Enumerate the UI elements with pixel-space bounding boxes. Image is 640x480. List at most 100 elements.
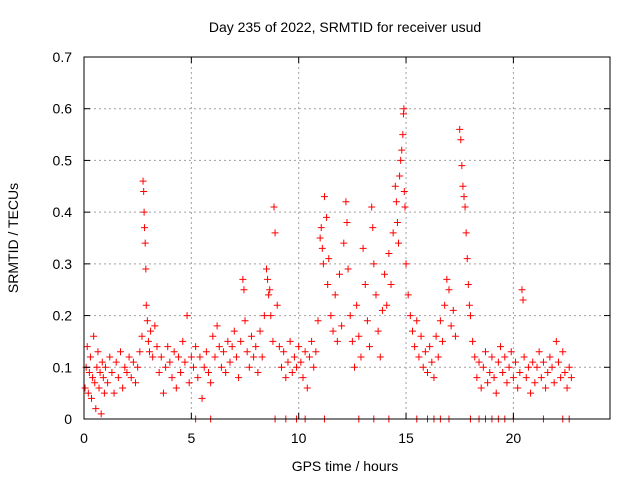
data-point xyxy=(518,286,526,294)
data-point xyxy=(331,291,339,299)
data-point xyxy=(329,327,337,335)
data-point xyxy=(196,353,204,361)
data-point xyxy=(460,193,468,201)
data-point xyxy=(157,353,165,361)
data-point xyxy=(392,198,400,206)
data-point xyxy=(286,337,294,345)
data-point xyxy=(129,358,137,366)
data-point xyxy=(408,327,416,335)
data-point xyxy=(369,224,377,232)
data-point xyxy=(340,239,348,247)
data-point xyxy=(469,337,477,345)
data-point xyxy=(177,368,185,376)
data-point xyxy=(471,353,479,361)
data-point xyxy=(327,312,335,320)
data-point xyxy=(462,229,470,237)
data-point xyxy=(245,363,253,371)
data-point xyxy=(370,260,378,268)
data-point xyxy=(269,337,277,345)
data-point xyxy=(323,213,331,221)
data-point xyxy=(366,343,374,351)
data-point xyxy=(428,358,436,366)
data-point xyxy=(512,358,520,366)
data-point xyxy=(477,384,485,392)
data-point xyxy=(507,348,515,356)
data-point xyxy=(143,317,151,325)
x-axis-label: GPS time / hours xyxy=(292,458,399,474)
data-point xyxy=(376,353,384,361)
data-point xyxy=(252,343,260,351)
data-point xyxy=(86,353,94,361)
data-point xyxy=(140,187,148,195)
data-point xyxy=(91,379,99,387)
data-point xyxy=(278,363,286,371)
data-point xyxy=(535,348,543,356)
data-point xyxy=(559,348,567,356)
data-point xyxy=(565,363,573,371)
data-point xyxy=(211,353,219,361)
data-point xyxy=(174,353,182,361)
data-point xyxy=(396,172,404,180)
data-point xyxy=(563,384,571,392)
data-point xyxy=(436,317,444,325)
data-point xyxy=(399,131,407,139)
data-point xyxy=(542,384,550,392)
data-point xyxy=(168,374,176,382)
data-point xyxy=(114,374,122,382)
data-point xyxy=(284,358,292,366)
data-point xyxy=(200,363,208,371)
y-tick-label: 0.6 xyxy=(53,101,73,117)
data-point xyxy=(439,337,447,345)
data-point xyxy=(324,281,332,289)
data-point xyxy=(192,343,200,351)
data-point xyxy=(179,337,187,345)
data-point xyxy=(317,224,325,232)
data-point xyxy=(490,374,498,382)
data-point xyxy=(299,374,307,382)
data-point xyxy=(402,260,410,268)
data-point xyxy=(557,374,565,382)
data-point xyxy=(509,374,517,382)
data-point xyxy=(288,368,296,376)
y-tick-label: 0.3 xyxy=(53,256,73,272)
data-point xyxy=(481,348,489,356)
data-point xyxy=(316,234,324,242)
data-point xyxy=(141,239,149,247)
data-point xyxy=(353,301,361,309)
x-tick-label: 0 xyxy=(80,430,88,446)
data-point xyxy=(372,291,380,299)
data-point xyxy=(413,317,421,325)
data-point xyxy=(342,198,350,206)
data-point xyxy=(224,337,232,345)
data-point xyxy=(187,353,195,361)
data-point xyxy=(151,322,159,330)
data-point xyxy=(516,368,524,376)
data-point xyxy=(401,203,409,211)
data-point xyxy=(97,410,105,418)
data-point xyxy=(228,343,236,351)
data-point xyxy=(89,374,97,382)
data-point xyxy=(106,353,114,361)
data-point xyxy=(254,368,262,376)
data-point xyxy=(325,255,333,263)
data-point xyxy=(497,343,505,351)
data-point xyxy=(271,229,279,237)
data-point xyxy=(215,343,223,351)
data-point xyxy=(395,239,403,247)
data-point xyxy=(363,317,371,325)
data-point xyxy=(213,322,221,330)
data-point xyxy=(217,363,225,371)
data-point xyxy=(226,358,234,366)
y-tick-label: 0 xyxy=(64,411,72,427)
data-point xyxy=(522,374,530,382)
data-point xyxy=(155,368,163,376)
data-point xyxy=(139,177,147,185)
data-point xyxy=(92,405,100,413)
data-point xyxy=(554,358,562,366)
data-point xyxy=(344,265,352,273)
data-point xyxy=(149,353,157,361)
data-point xyxy=(98,358,106,366)
data-point xyxy=(121,363,129,371)
data-point xyxy=(153,343,161,351)
data-point xyxy=(104,379,112,387)
